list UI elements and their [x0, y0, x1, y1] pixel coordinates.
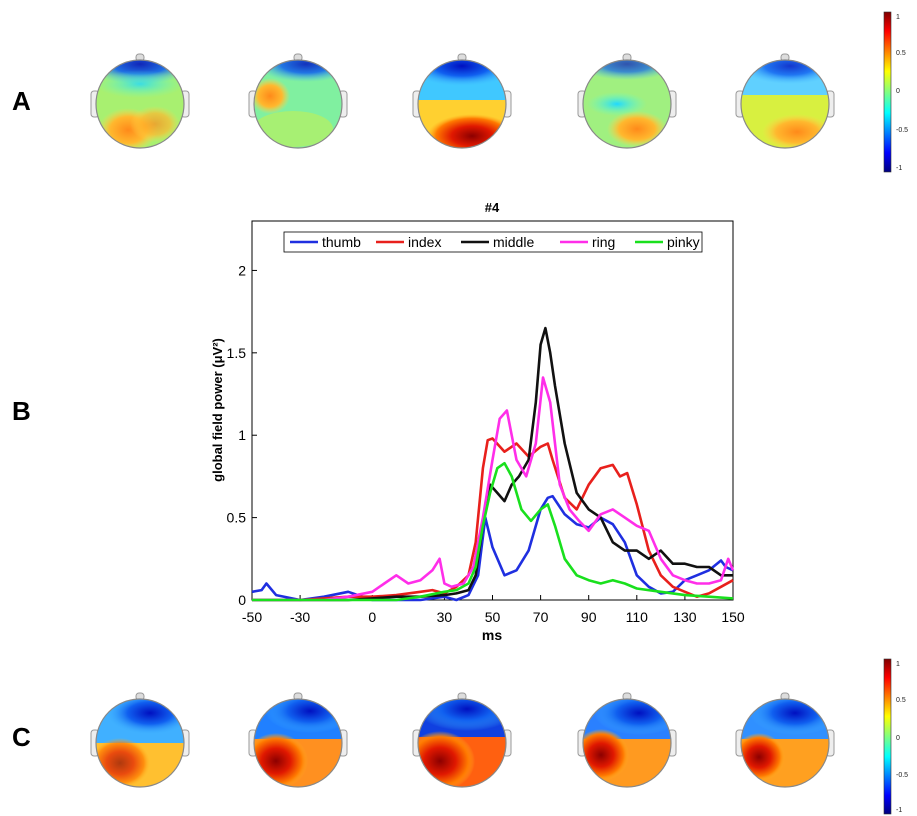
x-tick-label: 150 [721, 609, 745, 625]
topomap-c5 [735, 692, 835, 788]
x-tick-label: 130 [673, 609, 697, 625]
topomap-a1 [90, 53, 190, 149]
x-tick-label: -30 [290, 609, 310, 625]
y-tick-label: 1 [238, 427, 246, 443]
topomap-a3 [412, 53, 512, 149]
topomap-c3 [412, 692, 512, 788]
legend-label-ring: ring [592, 234, 615, 250]
legend-label-pinky: pinky [667, 234, 700, 250]
series-lines [251, 326, 735, 602]
panel-label-c: C [12, 722, 31, 752]
legend-label-middle: middle [493, 234, 534, 250]
topomap-row-c [90, 692, 835, 788]
colorbar-c: 1 0.5 0 -0.5 -1 [883, 658, 908, 815]
y-axis-label: global field power (μV²) [210, 338, 225, 482]
colorbar-a-tick: 0 [896, 88, 900, 95]
x-axis-ticks: -50 -30 0 30 50 70 90 110 130 150 [242, 595, 745, 625]
colorbar-c-tick: -0.5 [896, 772, 908, 779]
series-line-ring [252, 376, 735, 602]
panel-label-b: B [12, 396, 31, 426]
colorbar-c-tick: -1 [896, 807, 902, 814]
x-axis-label: ms [482, 627, 502, 643]
y-tick-label: 0.5 [227, 510, 247, 526]
x-tick-label: 50 [485, 609, 501, 625]
x-tick-label: 90 [581, 609, 597, 625]
y-tick-label: 2 [238, 262, 246, 278]
topomap-c1 [90, 692, 190, 788]
panel-label-a: A [12, 86, 31, 116]
colorbar-a-tick: -1 [896, 165, 902, 172]
colorbar-a-tick: 0.5 [896, 50, 906, 57]
topomap-a5 [735, 53, 835, 149]
colorbar-c-tick: 0 [896, 735, 900, 742]
series-line-pinky [252, 461, 734, 602]
y-axis-ticks: 0 0.5 1 1.5 2 [227, 262, 257, 608]
x-tick-label: 0 [368, 609, 376, 625]
legend: thumb index middle ring pinky [283, 231, 703, 253]
topomap-c4 [577, 692, 677, 788]
colorbar-a-tick: -0.5 [896, 127, 908, 134]
colorbar-c-tick: 1 [896, 661, 900, 668]
x-tick-label: 30 [437, 609, 453, 625]
topomap-a2 [248, 53, 348, 149]
colorbar-c-tick: 0.5 [896, 697, 906, 704]
colorbar-a-tick: 1 [896, 14, 900, 21]
x-tick-label: 110 [626, 609, 649, 625]
plot-area [251, 220, 734, 601]
topomap-a4 [577, 53, 677, 149]
legend-label-index: index [408, 234, 441, 250]
series-line-middle [252, 326, 733, 602]
y-tick-label: 1.5 [227, 345, 247, 361]
legend-label-thumb: thumb [322, 234, 361, 250]
chart-title: #4 [485, 200, 500, 215]
x-tick-label: 70 [533, 609, 549, 625]
x-tick-label: -50 [242, 609, 262, 625]
topomap-row-a [90, 53, 835, 149]
topomap-c2 [248, 692, 348, 788]
legend-box [283, 231, 703, 253]
gfp-chart: #4 0 0.5 1 1.5 2 -50 -30 0 30 50 70 90 110 130 150 ms… [210, 200, 745, 643]
y-tick-label: 0 [238, 592, 246, 608]
colorbar-a: 1 0.5 0 -0.5 -1 [883, 11, 908, 173]
